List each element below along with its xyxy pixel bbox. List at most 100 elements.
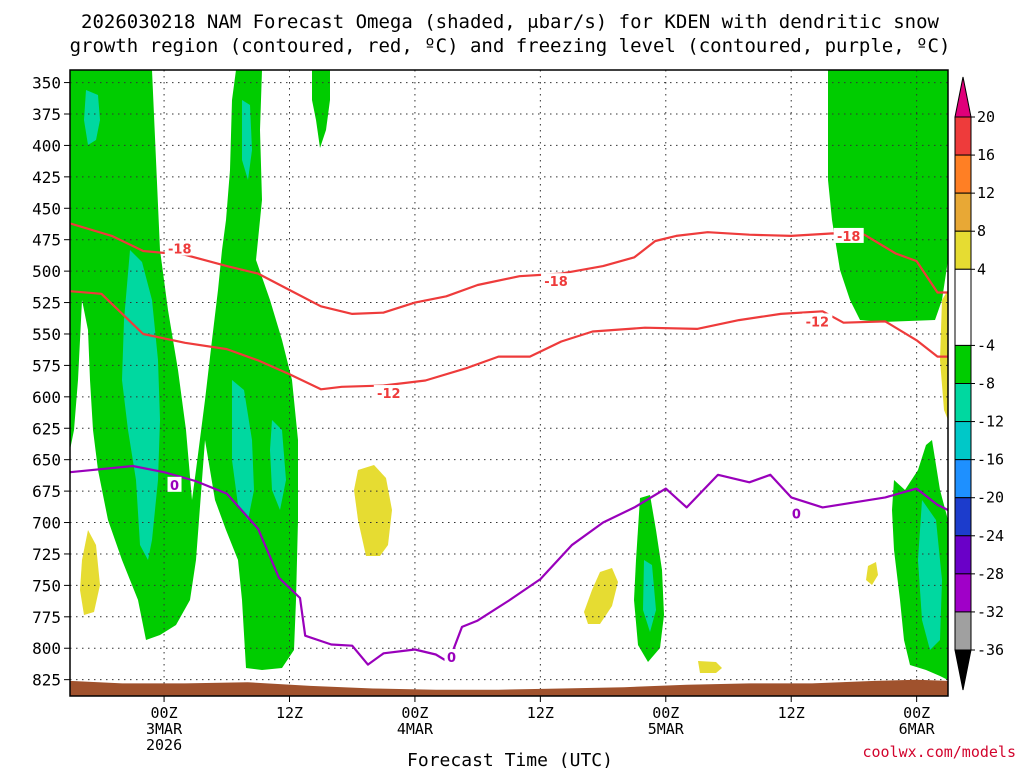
y-axis: 350 375 400 425 450 475 500 525 550 575 600 625 650 6… [32,74,70,690]
colorbar-band [954,497,972,537]
y-tick-label: 800 [32,639,61,658]
chart-title-line-1: 2026030218 NAM Forecast Omega (shaded, μ… [81,11,939,33]
contour-label-bg [167,476,182,492]
x-tick-label: 00Z [401,704,428,722]
x-axis-label: Forecast Time (UTC) [407,750,613,768]
colorbar-band [954,116,972,156]
colorbar-band [954,192,972,232]
y-tick-label: 725 [32,545,61,564]
omega-shade-teal [84,90,100,145]
omega-shade-yellow [80,530,100,615]
y-tick-label: 525 [32,294,61,313]
colorbar-band [954,459,972,499]
terrain [70,679,948,696]
y-tick-label: 425 [32,168,61,187]
watermark: coolwx.com/models [862,743,1016,761]
y-tick-label: 500 [32,262,61,281]
contour-label: -12 [806,315,830,330]
y-tick-label: 625 [32,419,61,438]
contour-label: 0 [447,651,456,666]
colorbar-tick-label: 16 [977,146,995,164]
colorbar-top-arrow [954,76,972,118]
contour-label: 0 [170,479,179,494]
contour-label-bg [541,273,572,289]
omega-shade-green [312,70,330,148]
contour-line [70,222,948,315]
contour-line [70,290,948,391]
omega-shade-teal [918,500,942,650]
colorbar-tick-label: -12 [977,413,1004,431]
contour-label: -18 [168,242,192,257]
colorbar-tick-label: -4 [977,336,995,354]
y-tick-label: 650 [32,451,61,470]
colorbar-tick-label: 12 [977,184,995,202]
colorbar-band [954,421,972,461]
x-tick-label: 3MAR [146,720,183,738]
y-tick-label: 825 [32,671,61,690]
grid [70,70,948,696]
colorbar-tick-label: 20 [977,108,995,126]
plot-frame [69,69,949,697]
y-tick-label: 675 [32,482,61,501]
colorbar-tick-label: -28 [977,565,1004,583]
y-tick-label: 775 [32,608,61,627]
y-tick-label: 575 [32,356,61,375]
omega-shade-yellow [698,661,722,673]
contour-label: -18 [544,275,568,290]
contour-label-bg [802,313,833,329]
x-tick-label: 12Z [527,704,554,722]
contour-label-bg [164,240,195,256]
colorbar-band [954,535,972,575]
omega-shade-teal [242,100,252,180]
omega-shade-green [828,70,948,322]
x-tick-label: 5MAR [648,720,685,738]
omega-shading [70,70,948,680]
colorbar-tick-label: -20 [977,489,1004,507]
omega-shade-yellow [866,562,878,585]
y-tick-label: 475 [32,231,61,250]
colorbar-bottom-arrow [954,649,972,691]
colorbar-tick-label: 8 [977,222,986,240]
y-tick-label: 750 [32,576,61,595]
x-tick-label: 00Z [903,704,930,722]
colorbar-tick-label: -24 [977,527,1004,545]
contour-label: -12 [377,387,401,402]
contour-line [70,464,948,666]
x-tick-label: 12Z [276,704,303,722]
colorbar: 20 16 12 8 4 -4 -8 -12 -16 -20 -24 -28 -32 -36 [954,76,1004,691]
colorbar-band [954,611,972,651]
colorbar-tick-label: -36 [977,641,1004,659]
colorbar-tick-label: -8 [977,375,995,393]
chart-title-line-2: growth region (contoured, red, ºC) and f… [70,35,951,57]
contours: -18 -18 -18 -12 -12 0 0 0 [70,222,948,666]
x-tick-label: 6MAR [899,720,936,738]
x-tick-label: 00Z [151,704,178,722]
colorbar-band [954,383,972,423]
contour-label: 0 [792,508,801,523]
omega-shade-teal [122,250,160,560]
omega-shade-yellow [354,465,392,556]
colorbar-tick-label: 4 [977,260,986,278]
contour-label-bg [373,385,404,401]
colorbar-tick-label: -16 [977,451,1004,469]
y-tick-label: 700 [32,514,61,533]
y-tick-label: 600 [32,388,61,407]
y-tick-label: 550 [32,325,61,344]
colorbar-band [954,154,972,194]
contour-label: -18 [837,230,861,245]
omega-shade-green [70,70,298,670]
omega-shade-teal [232,380,254,520]
y-tick-label: 450 [32,199,61,218]
omega-shade-yellow [584,568,618,624]
colorbar-band [954,573,972,613]
x-tick-label: 12Z [778,704,805,722]
omega-shade-yellow [940,290,948,420]
contour-label-bg [789,505,804,521]
colorbar-band [954,344,972,384]
y-tick-label: 350 [32,74,61,93]
colorbar-tick-label: -32 [977,603,1004,621]
colorbar-band [954,230,972,270]
omega-shade-teal [643,560,656,632]
